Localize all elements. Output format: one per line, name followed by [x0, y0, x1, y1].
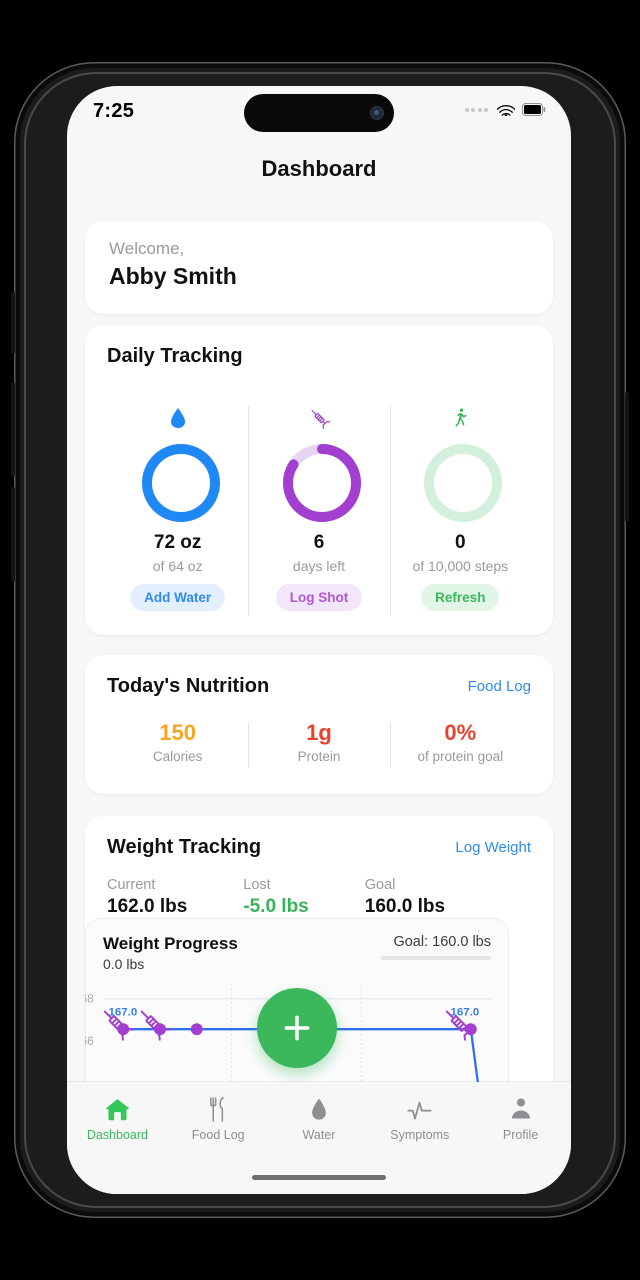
svg-text:168: 168 — [85, 992, 94, 1006]
svg-text:166: 166 — [85, 1034, 94, 1048]
